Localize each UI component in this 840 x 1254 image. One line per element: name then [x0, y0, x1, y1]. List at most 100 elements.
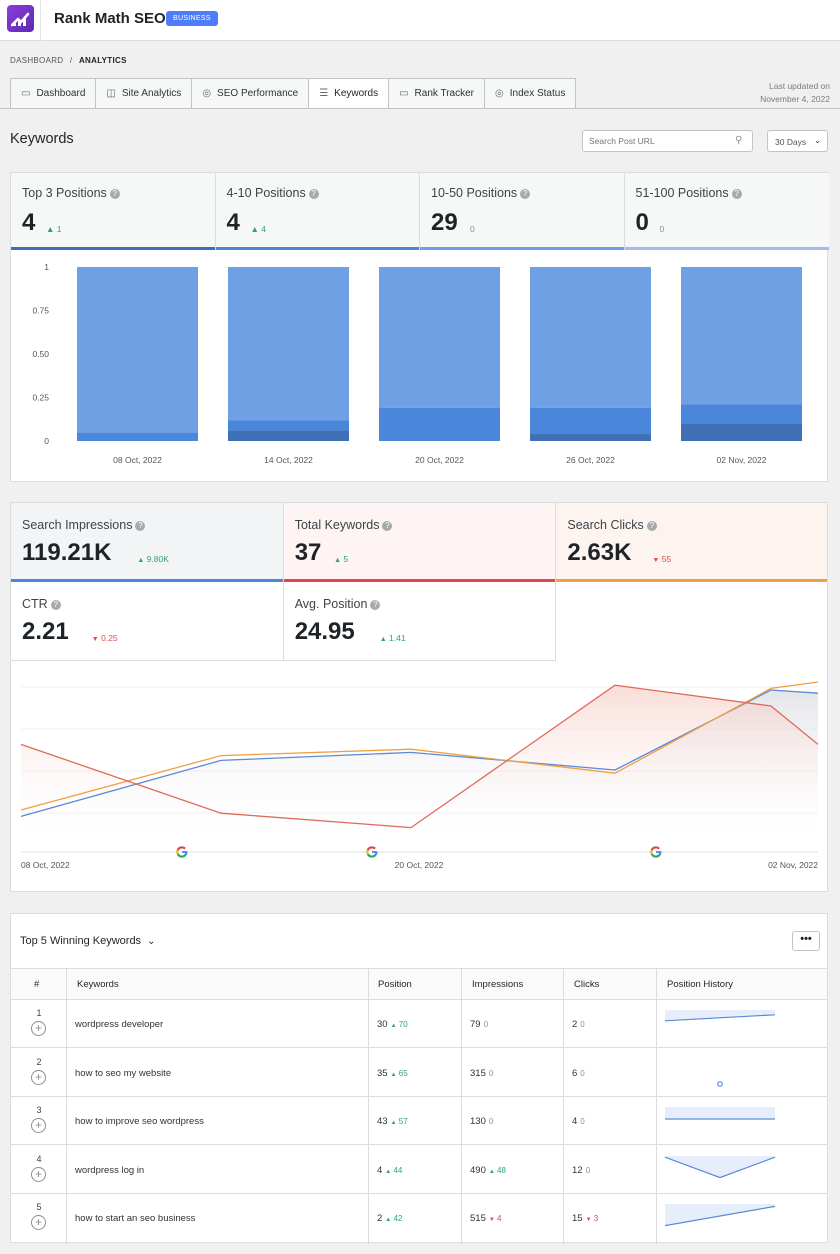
bar-segment[interactable] — [77, 432, 198, 441]
delta-value: ▲ 70 — [390, 1020, 408, 1029]
col-keywords[interactable]: Keywords — [77, 979, 119, 990]
chevron-down-icon: ⌄ — [814, 136, 821, 145]
tab-rank-tracker[interactable]: ▭ Rank Tracker — [388, 78, 484, 109]
position-card-label: 51-100 Positions? — [636, 186, 742, 200]
bar-segment[interactable] — [77, 267, 198, 433]
metric-card-delta: ▲ 1.41 — [379, 633, 406, 643]
google-update-icon[interactable] — [650, 846, 662, 858]
list-icon: ☰ — [319, 88, 329, 99]
sparkline-area — [665, 1010, 775, 1021]
google-update-icon[interactable] — [366, 846, 378, 858]
top-bar: Rank Math SEO BUSINESS — [0, 0, 840, 41]
bar-segment[interactable] — [228, 430, 349, 441]
help-icon[interactable]: ? — [109, 189, 120, 199]
search-post-url-input[interactable] — [582, 130, 753, 152]
add-to-tracker-icon[interactable]: + — [31, 1118, 46, 1133]
breadcrumb-root[interactable]: DASHBOARD — [10, 56, 64, 65]
position-cell: 35 ▲ 65 — [377, 1067, 408, 1079]
rank-math-logo-icon[interactable] — [7, 5, 34, 32]
tab-keywords[interactable]: ☰ Keywords — [308, 78, 389, 109]
position-card-label: 10-50 Positions? — [431, 186, 531, 200]
metric-card-accent — [283, 579, 556, 582]
col-position[interactable]: Position — [378, 979, 412, 990]
position-card-delta: ▲ 1 — [46, 224, 62, 234]
bar-segment[interactable] — [379, 267, 500, 408]
table-row[interactable]: 1 + wordpress developer 30 ▲ 70 79 0 2 0 — [11, 1000, 827, 1048]
row-number: 2 — [36, 1056, 42, 1067]
help-icon[interactable]: ? — [135, 521, 146, 531]
more-options-button[interactable]: ••• — [792, 931, 820, 951]
series-line[interactable] — [20, 684, 819, 829]
tab-index-status[interactable]: ◎ Index Status — [484, 78, 577, 109]
google-update-icon[interactable] — [176, 846, 188, 858]
add-to-tracker-icon[interactable]: + — [31, 1215, 46, 1230]
up-arrow-icon: ▲ — [390, 1071, 397, 1078]
table-row[interactable]: 2 + how to seo my website 35 ▲ 65 315 0 6 0 — [11, 1049, 827, 1097]
help-icon[interactable]: ? — [308, 189, 319, 199]
bar-segment[interactable] — [379, 407, 500, 441]
metric-card-label: Search Clicks? — [567, 518, 657, 532]
keyword-cell[interactable]: how to seo my website — [75, 1067, 172, 1079]
help-icon[interactable]: ? — [370, 600, 381, 610]
add-to-tracker-icon[interactable]: + — [31, 1021, 46, 1036]
down-arrow-icon: ▼ — [585, 1217, 592, 1223]
table-row[interactable]: 5 + how to start an seo business 2 ▲ 42 515 ▼ … — [11, 1194, 827, 1242]
bar-segment[interactable] — [530, 407, 651, 435]
positions-bar-chart: 1 0.75 0.50 0.25 0 08 Oct, 2022 14 Oct, 2022 20… — [32, 262, 802, 465]
delta-value: ▲ 48 — [488, 1165, 506, 1175]
add-to-tracker-icon[interactable]: + — [31, 1069, 46, 1085]
keyword-cell[interactable]: how to start an seo business — [75, 1213, 196, 1224]
bar-segment[interactable] — [530, 267, 651, 408]
col-clicks[interactable]: Clicks — [574, 979, 600, 990]
col-position-history: Position History — [667, 979, 733, 990]
position-card-value: 29 — [431, 209, 458, 236]
up-arrow-icon: ▲ — [250, 224, 259, 234]
bar-segment[interactable] — [530, 434, 651, 441]
metrics-panel: Search Impressions? 119.21K ▲ 9.80K Total K… — [10, 502, 828, 892]
up-arrow-icon: ▲ — [385, 1168, 392, 1175]
metric-card-value: 2.21 — [22, 618, 69, 645]
metric-card: Avg. Position? 24.95 ▲ 1.41 — [283, 582, 557, 661]
search-icon[interactable]: ⚲ — [735, 135, 743, 146]
tab-site-analytics[interactable]: ◫ Site Analytics — [95, 78, 192, 109]
up-arrow-icon: ▲ — [46, 224, 55, 234]
impressions-cell: 515 ▼ 4 — [470, 1213, 502, 1224]
row-number: 1 — [36, 1008, 42, 1018]
help-icon[interactable]: ? — [50, 600, 61, 610]
down-arrow-icon: ▼ — [91, 636, 99, 643]
table-row[interactable]: 4 + wordpress log in 4 ▲ 44 490 ▲ 48 12 0 — [11, 1146, 827, 1194]
keyword-cell[interactable]: how to improve seo wordpress — [75, 1116, 204, 1127]
keyword-cell[interactable]: wordpress log in — [75, 1164, 145, 1176]
help-icon[interactable]: ? — [382, 521, 393, 531]
metric-card: Total Keywords? 37 ▲ 5 — [283, 503, 557, 582]
winning-keywords-dropdown[interactable]: Top 5 Winning Keywords ⌄ — [20, 935, 156, 947]
metric-card-value: 24.95 — [294, 618, 355, 645]
tab-seo-performance[interactable]: ◎ SEO Performance — [191, 78, 309, 109]
add-to-tracker-icon[interactable]: + — [31, 1166, 46, 1182]
bar-segment[interactable] — [681, 404, 802, 424]
position-card-label: 4-10 Positions? — [227, 186, 319, 200]
table-row[interactable]: 3 + how to improve seo wordpress 43 ▲ 57 130 0… — [11, 1097, 827, 1145]
delta-value: 0 — [483, 1020, 489, 1029]
date-range-select[interactable]: 30 Days ⌄ — [767, 130, 828, 152]
help-icon[interactable]: ? — [520, 189, 531, 199]
sparkline-line — [664, 1156, 776, 1178]
row-number: 4 — [36, 1153, 42, 1164]
bar-segment[interactable] — [681, 423, 802, 441]
bar-segment[interactable] — [681, 267, 802, 405]
bar-segment[interactable] — [228, 420, 349, 431]
keyword-cell[interactable]: wordpress developer — [75, 1019, 164, 1030]
bar-segment[interactable] — [228, 267, 349, 421]
col-impressions[interactable]: Impressions — [472, 979, 524, 990]
up-arrow-icon: ▲ — [488, 1168, 495, 1175]
metric-card-label: Avg. Position? — [295, 597, 381, 611]
help-icon[interactable]: ? — [646, 521, 657, 531]
chevron-down-icon: ⌄ — [147, 936, 156, 947]
series-line[interactable] — [20, 681, 819, 811]
app-title: Rank Math SEO — [54, 10, 166, 27]
tab-dashboard[interactable]: ▭ Dashboard — [10, 78, 96, 109]
help-icon[interactable]: ? — [731, 189, 742, 199]
position-cell: 43 ▲ 57 — [377, 1116, 408, 1127]
